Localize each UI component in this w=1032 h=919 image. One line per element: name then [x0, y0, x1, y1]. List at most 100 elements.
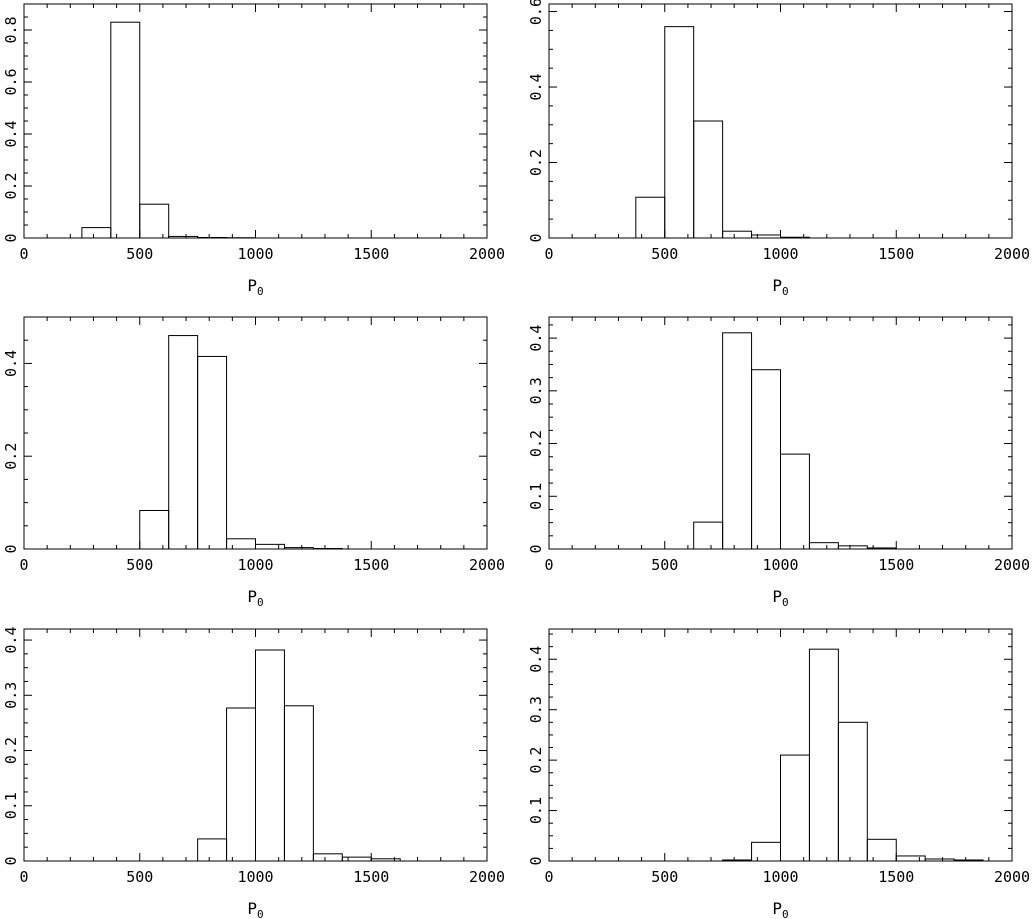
- x-axis-label: P0: [772, 276, 788, 298]
- y-tick-label: 0.4: [527, 325, 545, 352]
- histogram-bar: [751, 369, 781, 550]
- histogram-panel-3: 0 500 1000 1500 2000 0 0.2 0.4 P0: [2, 316, 505, 609]
- y-tick-label: 0.2: [527, 149, 545, 176]
- x-tick-label: 2000: [994, 245, 1030, 263]
- y-tick-label: 0.6: [527, 0, 545, 25]
- y-tick-label: 0.4: [527, 646, 545, 673]
- x-axis-label: P0: [772, 899, 788, 919]
- histogram-bar: [866, 547, 897, 550]
- x-tick-label: 1000: [762, 245, 798, 263]
- x-axis-label: P0: [247, 899, 263, 919]
- histogram-bar: [808, 648, 839, 862]
- y-tick-label: 0: [527, 544, 545, 553]
- x-tick-label: 500: [126, 245, 153, 263]
- y-tick-label: 0.2: [2, 172, 20, 199]
- x-tick-label: 500: [651, 868, 678, 886]
- x-tick-label: 0: [544, 868, 553, 886]
- histogram-bar: [722, 332, 753, 550]
- y-tick-label: 0.1: [527, 483, 545, 510]
- x-tick-label: 2000: [469, 556, 505, 574]
- histogram-panel-6: 0 500 1000 1500 2000 0 0.1 0.2 0.3 0.4 P0: [527, 628, 1030, 919]
- x-tick-label: 2000: [994, 868, 1030, 886]
- x-tick-label: 1000: [762, 868, 798, 886]
- histogram-bar: [953, 859, 984, 862]
- histogram-bar: [895, 855, 926, 862]
- x-tick-label: 500: [126, 868, 153, 886]
- y-tick-label: 0.2: [527, 747, 545, 774]
- histogram-bar: [837, 721, 868, 862]
- x-tick-label: 0: [544, 245, 553, 263]
- y-tick-label: 0.8: [2, 16, 20, 43]
- histogram-bar: [664, 26, 695, 239]
- x-tick-label: 2000: [469, 868, 505, 886]
- y-tick-label: 0.6: [2, 68, 20, 95]
- plot-frame: [23, 316, 488, 550]
- y-tick-label: 0.4: [527, 73, 545, 100]
- histogram-bar: [780, 453, 810, 550]
- histogram-bar: [312, 853, 343, 862]
- y-tick-label: 0.3: [527, 377, 545, 404]
- histogram-bar: [635, 196, 666, 239]
- x-tick-label: 2000: [469, 245, 505, 263]
- histogram-bar: [837, 545, 868, 550]
- y-tick-label: 0: [2, 233, 20, 242]
- histogram-bar: [168, 235, 199, 239]
- x-tick-label: 1500: [353, 556, 389, 574]
- x-tick-label: 1500: [353, 245, 389, 263]
- histogram-bar: [866, 838, 897, 862]
- histogram-bar: [808, 542, 839, 550]
- histogram-bar: [751, 841, 781, 862]
- x-axis-label: P0: [772, 587, 788, 609]
- plot-frame: [23, 3, 488, 239]
- plot-frame: [548, 3, 1013, 239]
- x-axis-label: P0: [247, 276, 263, 298]
- y-tick-label: 0.4: [2, 627, 20, 654]
- histogram-bar: [751, 234, 781, 239]
- histogram-bar: [283, 547, 314, 550]
- histogram-bar: [924, 858, 955, 862]
- histogram-bar: [341, 856, 372, 862]
- histogram-bar: [139, 203, 170, 239]
- y-tick-label: 0: [527, 856, 545, 865]
- histogram-bar: [226, 538, 256, 550]
- histogram-panel-1: 0 500 1000 1500 2000 0 0.2 0.4 0.6 0.8 P0: [2, 3, 505, 298]
- x-tick-label: 1000: [237, 868, 273, 886]
- histogram-bar: [110, 21, 141, 239]
- x-tick-label: 1500: [878, 868, 914, 886]
- histogram-bar: [81, 227, 112, 239]
- histogram-bar: [722, 859, 753, 862]
- histogram-bar: [197, 838, 228, 862]
- y-tick-label: 0.1: [2, 792, 20, 819]
- y-tick-label: 0.2: [2, 443, 20, 470]
- y-tick-label: 0.1: [527, 797, 545, 824]
- x-tick-label: 2000: [994, 556, 1030, 574]
- x-tick-label: 0: [19, 245, 28, 263]
- histogram-bar: [139, 509, 170, 550]
- histogram-bar: [168, 335, 199, 550]
- histogram-bar: [197, 355, 228, 550]
- x-tick-label: 500: [651, 556, 678, 574]
- x-tick-label: 500: [651, 245, 678, 263]
- histogram-bar: [197, 236, 228, 239]
- y-tick-label: 0.3: [527, 696, 545, 723]
- x-tick-label: 0: [19, 868, 28, 886]
- histogram-bar: [255, 649, 285, 862]
- histogram-bar: [370, 858, 401, 862]
- histogram-bar: [693, 521, 724, 550]
- x-tick-label: 1000: [237, 245, 273, 263]
- y-tick-label: 0: [2, 856, 20, 865]
- x-tick-label: 1500: [878, 245, 914, 263]
- histogram-bar: [255, 543, 285, 550]
- y-tick-label: 0.3: [2, 682, 20, 709]
- x-tick-label: 1500: [353, 868, 389, 886]
- x-tick-label: 0: [19, 556, 28, 574]
- x-tick-label: 500: [126, 556, 153, 574]
- x-tick-label: 1000: [237, 556, 273, 574]
- y-tick-label: 0: [527, 233, 545, 242]
- x-tick-label: 0: [544, 556, 553, 574]
- y-tick-label: 0.2: [527, 430, 545, 457]
- histogram-panel-5: 0 500 1000 1500 2000 0 0.1 0.2 0.3 0.4 P0: [2, 627, 505, 919]
- histogram-bar: [283, 705, 314, 862]
- y-tick-label: 0.4: [2, 350, 20, 377]
